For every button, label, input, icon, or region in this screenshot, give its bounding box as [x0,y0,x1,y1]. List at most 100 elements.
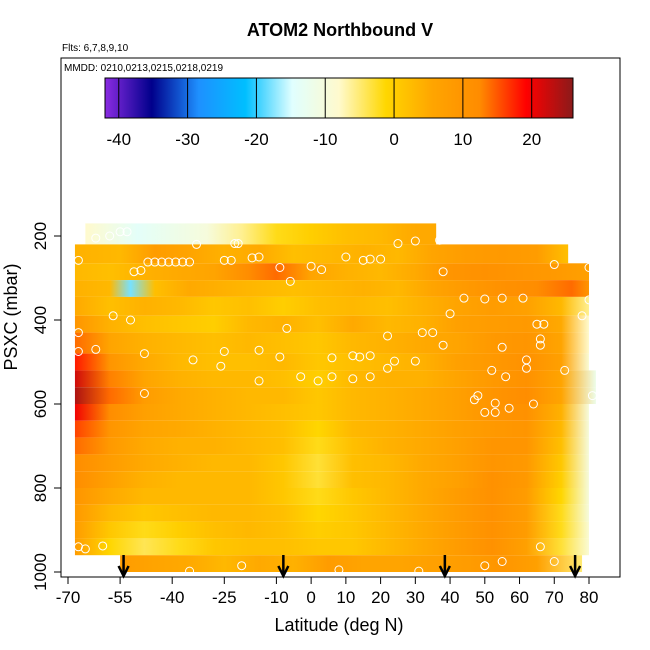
observation-marker [365,254,375,264]
observation-marker [577,311,587,321]
heatmap-layer [74,538,590,556]
observation-marker [275,352,285,362]
observation-marker [136,265,146,275]
observation-marker [383,331,393,341]
observation-marker [518,293,528,303]
observation-marker [480,294,490,304]
observation-marker [417,328,427,338]
colorbar-tick-label: 20 [522,130,541,149]
x-tick-label: 40 [441,588,460,607]
observation-marker [188,355,198,365]
observation-marker [365,372,375,382]
observation-marker [185,257,195,267]
heatmap-layer [74,521,590,539]
observation-marker [365,351,375,361]
heatmap-layer [74,420,590,438]
observation-marker [275,263,285,272]
observation-marker [226,255,236,265]
observation-marker [535,334,545,344]
observation-marker [389,356,399,366]
observation-marker [317,265,327,275]
x-tick-label: -40 [160,588,185,607]
observation-marker [414,566,424,576]
y-tick-label: 200 [31,222,50,250]
observation-marker [216,361,226,371]
observation-marker [150,257,160,267]
observation-marker [108,311,118,321]
profile-arrows [117,555,582,579]
observation-marker [185,566,195,576]
observation-marker [73,328,83,338]
y-tick-label: 800 [31,474,50,502]
observation-marker [376,254,386,264]
observation-marker [230,239,240,249]
observation-marker [459,293,469,303]
dates-note: MMDD: 0210,0213,0215,0218,0219 [64,63,223,74]
y-tick-label: 400 [31,306,50,334]
colorbar-tick-label: -40 [106,130,131,149]
observation-marker [480,407,490,417]
x-tick-label: 50 [475,588,494,607]
heatmap-layer [74,263,590,281]
observation-marker [535,542,545,552]
heatmap-layer [85,223,437,245]
heatmap-layer [74,504,590,522]
observation-marker [487,365,497,375]
heatmap-layer [74,437,590,455]
x-tick-label: 20 [371,588,390,607]
heatmap-layer [74,315,590,333]
observation-marker [438,267,448,277]
observation-marker [80,544,90,554]
observation-marker [247,253,257,263]
observation-marker [584,295,594,305]
observation-marker [91,344,101,354]
observation-marker [383,363,393,373]
observation-marker [528,399,538,409]
observation-marker [473,391,483,401]
observation-marker [178,257,188,267]
y-axis-label: PSXC (mbar) [1,263,21,370]
heatmap-layers [74,223,596,572]
observation-marker [334,565,344,575]
observation-marker [535,340,545,350]
heatmap-layer [74,332,590,354]
flights-note: Flts: 6,7,8,9,10 [62,43,129,54]
x-tick-label: 60 [510,588,529,607]
observation-marker [341,252,351,262]
observation-marker [435,235,445,245]
observation-marker [445,309,455,319]
observation-marker [490,407,500,417]
observation-marker [233,239,243,249]
y-tick-label: 600 [31,390,50,418]
observation-marker [497,557,507,566]
observation-marker [73,347,83,356]
observation-marker [122,227,132,237]
observation-marker [129,267,139,277]
x-tick-label: -55 [108,588,133,607]
x-axis-label: Latitude (deg N) [274,615,403,635]
observation-marker [73,542,83,552]
observation-marker [584,263,594,272]
x-tick-label: 80 [580,588,599,607]
observation-marker [327,372,337,382]
observation-marker [348,374,358,384]
observation-marker [313,376,323,386]
observation-marker [327,353,337,363]
colorbar-ramp [104,77,574,119]
observation-marker [410,236,420,246]
colorbar: -40 -30 -20 -10 0 10 20 [104,77,574,149]
observation-marker [98,541,108,551]
x-tick-label: -70 [56,588,81,607]
observation-marker [126,315,136,325]
observation-marker [285,276,295,286]
observation-marker [219,255,229,265]
observation-marker [91,233,101,243]
x-tick-label: 10 [336,588,355,607]
observation-marker [521,363,531,373]
observation-marker [254,345,264,355]
observation-marker [490,398,500,408]
heatmap-layer [74,244,569,264]
observation-marker [549,260,559,270]
observation-marker [306,261,316,271]
heatmap-layer [74,404,590,421]
